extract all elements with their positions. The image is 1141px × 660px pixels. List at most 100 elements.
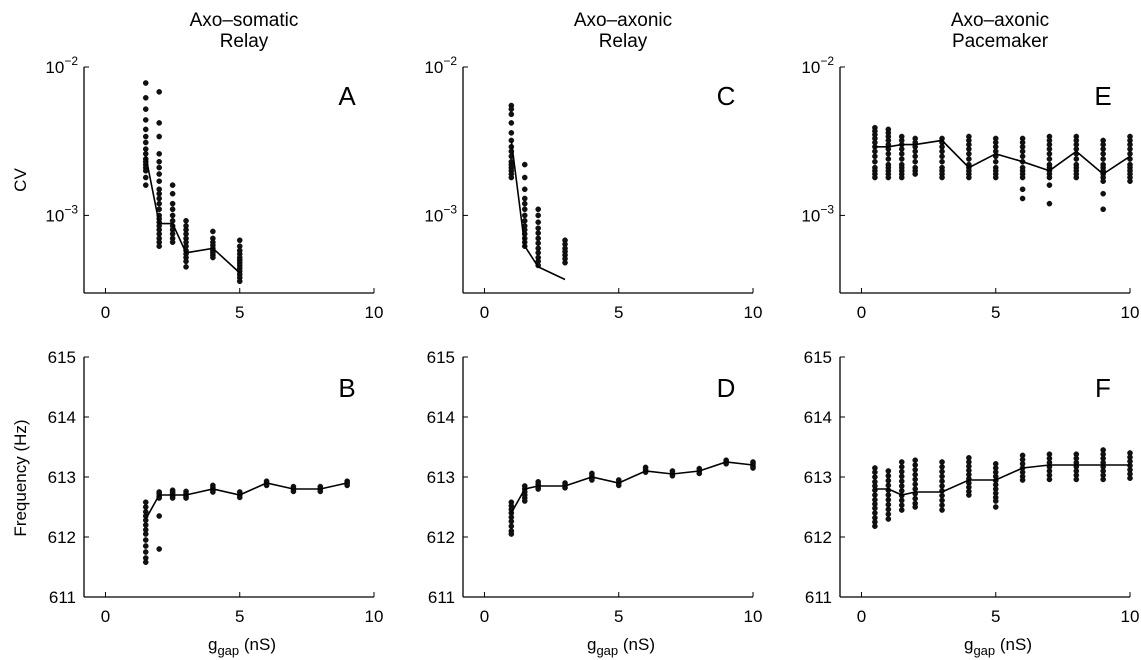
data-point — [1046, 156, 1053, 162]
data-point — [1019, 174, 1026, 181]
data-point — [142, 151, 149, 157]
y-axis-label-frequency: Frequency (Hz) — [11, 419, 30, 536]
data-point — [236, 237, 243, 244]
data-point — [912, 462, 918, 468]
data-point — [912, 504, 918, 510]
x-tick-label: 10 — [365, 303, 384, 322]
data-point — [898, 497, 905, 504]
data-point — [508, 518, 515, 525]
x-tick-label: 0 — [480, 607, 489, 626]
x-tick-label: 10 — [744, 303, 763, 322]
data-point — [912, 476, 918, 483]
data-point — [156, 178, 162, 185]
y-tick-label: 611 — [805, 588, 832, 607]
data-point — [508, 120, 515, 126]
x-tick-label: 0 — [857, 303, 866, 322]
panel-letter: B — [338, 373, 355, 403]
data-point — [872, 492, 878, 498]
data-point — [885, 468, 892, 474]
data-point — [508, 111, 515, 118]
y-tick-label-base: 10 — [424, 58, 443, 77]
data-point — [1100, 151, 1106, 157]
data-point — [885, 472, 892, 479]
data-point — [939, 463, 945, 470]
data-point — [142, 106, 149, 112]
data-point — [142, 133, 149, 140]
data-point — [898, 502, 905, 509]
data-point — [1100, 476, 1106, 483]
data-point — [1127, 151, 1133, 157]
data-point — [169, 495, 176, 501]
data-point — [885, 174, 892, 181]
data-point — [898, 156, 905, 162]
data-point — [169, 217, 176, 224]
data-point — [898, 151, 905, 157]
data-point — [872, 158, 878, 165]
data-point — [1073, 156, 1080, 162]
data-point — [939, 502, 945, 509]
data-point — [521, 186, 528, 193]
data-point — [169, 239, 176, 245]
mean-line — [874, 139, 1131, 175]
data-point — [1046, 146, 1053, 152]
data-point — [885, 506, 892, 513]
data-point — [142, 117, 149, 123]
data-point — [1100, 156, 1106, 162]
data-point — [521, 217, 528, 224]
data-point — [142, 126, 149, 133]
data-point — [898, 174, 905, 181]
data-point — [535, 219, 541, 225]
x-axis-label: ggap (nS) — [208, 635, 276, 658]
y-tick-label: 611 — [49, 588, 76, 607]
data-point — [142, 549, 149, 555]
data-point — [521, 174, 528, 181]
y-tick-label-exponent: −2 — [443, 54, 457, 68]
data-point — [156, 190, 162, 197]
data-point — [156, 200, 162, 207]
data-point — [912, 148, 918, 155]
data-point — [142, 504, 149, 510]
data-point — [156, 171, 162, 177]
data-point — [1100, 178, 1106, 185]
x-tick-label: 5 — [614, 607, 623, 626]
data-point — [939, 492, 945, 499]
data-point — [885, 492, 892, 498]
data-point — [169, 206, 176, 213]
data-point — [912, 466, 918, 473]
y-tick-label: 612 — [48, 528, 76, 547]
data-point — [898, 459, 905, 465]
x-axis-label-base: g — [964, 635, 973, 654]
y-tick-label: 615 — [427, 348, 455, 367]
data-point — [939, 148, 945, 155]
column-title: Relay — [599, 31, 648, 52]
data-point — [898, 146, 905, 152]
data-point — [939, 507, 945, 513]
data-point — [156, 546, 162, 552]
data-point — [1127, 178, 1133, 185]
data-point — [210, 228, 216, 235]
panel-letter: A — [338, 81, 356, 111]
x-axis-label-unit: (nS) — [239, 635, 276, 654]
y-tick-label: 611 — [428, 588, 455, 607]
y-tick-label-exponent: −3 — [820, 202, 834, 216]
x-tick-label: 10 — [365, 607, 384, 626]
data-point — [966, 174, 972, 181]
x-tick-label: 5 — [235, 607, 244, 626]
x-axis-label: ggap (nS) — [587, 635, 655, 658]
data-point — [142, 537, 149, 543]
data-point — [142, 559, 149, 566]
mean-line — [145, 156, 241, 274]
data-point — [750, 465, 756, 471]
data-point — [885, 501, 892, 508]
data-point — [939, 478, 945, 485]
y-tick-label: 10−2 — [45, 54, 78, 77]
data-point — [508, 174, 515, 181]
data-point — [183, 495, 189, 501]
y-tick-label-base: 10 — [801, 206, 820, 225]
x-tick-label: 0 — [101, 303, 110, 322]
data-point — [992, 498, 999, 504]
x-tick-label: 0 — [857, 607, 866, 626]
y-tick-label: 10−3 — [45, 202, 78, 225]
